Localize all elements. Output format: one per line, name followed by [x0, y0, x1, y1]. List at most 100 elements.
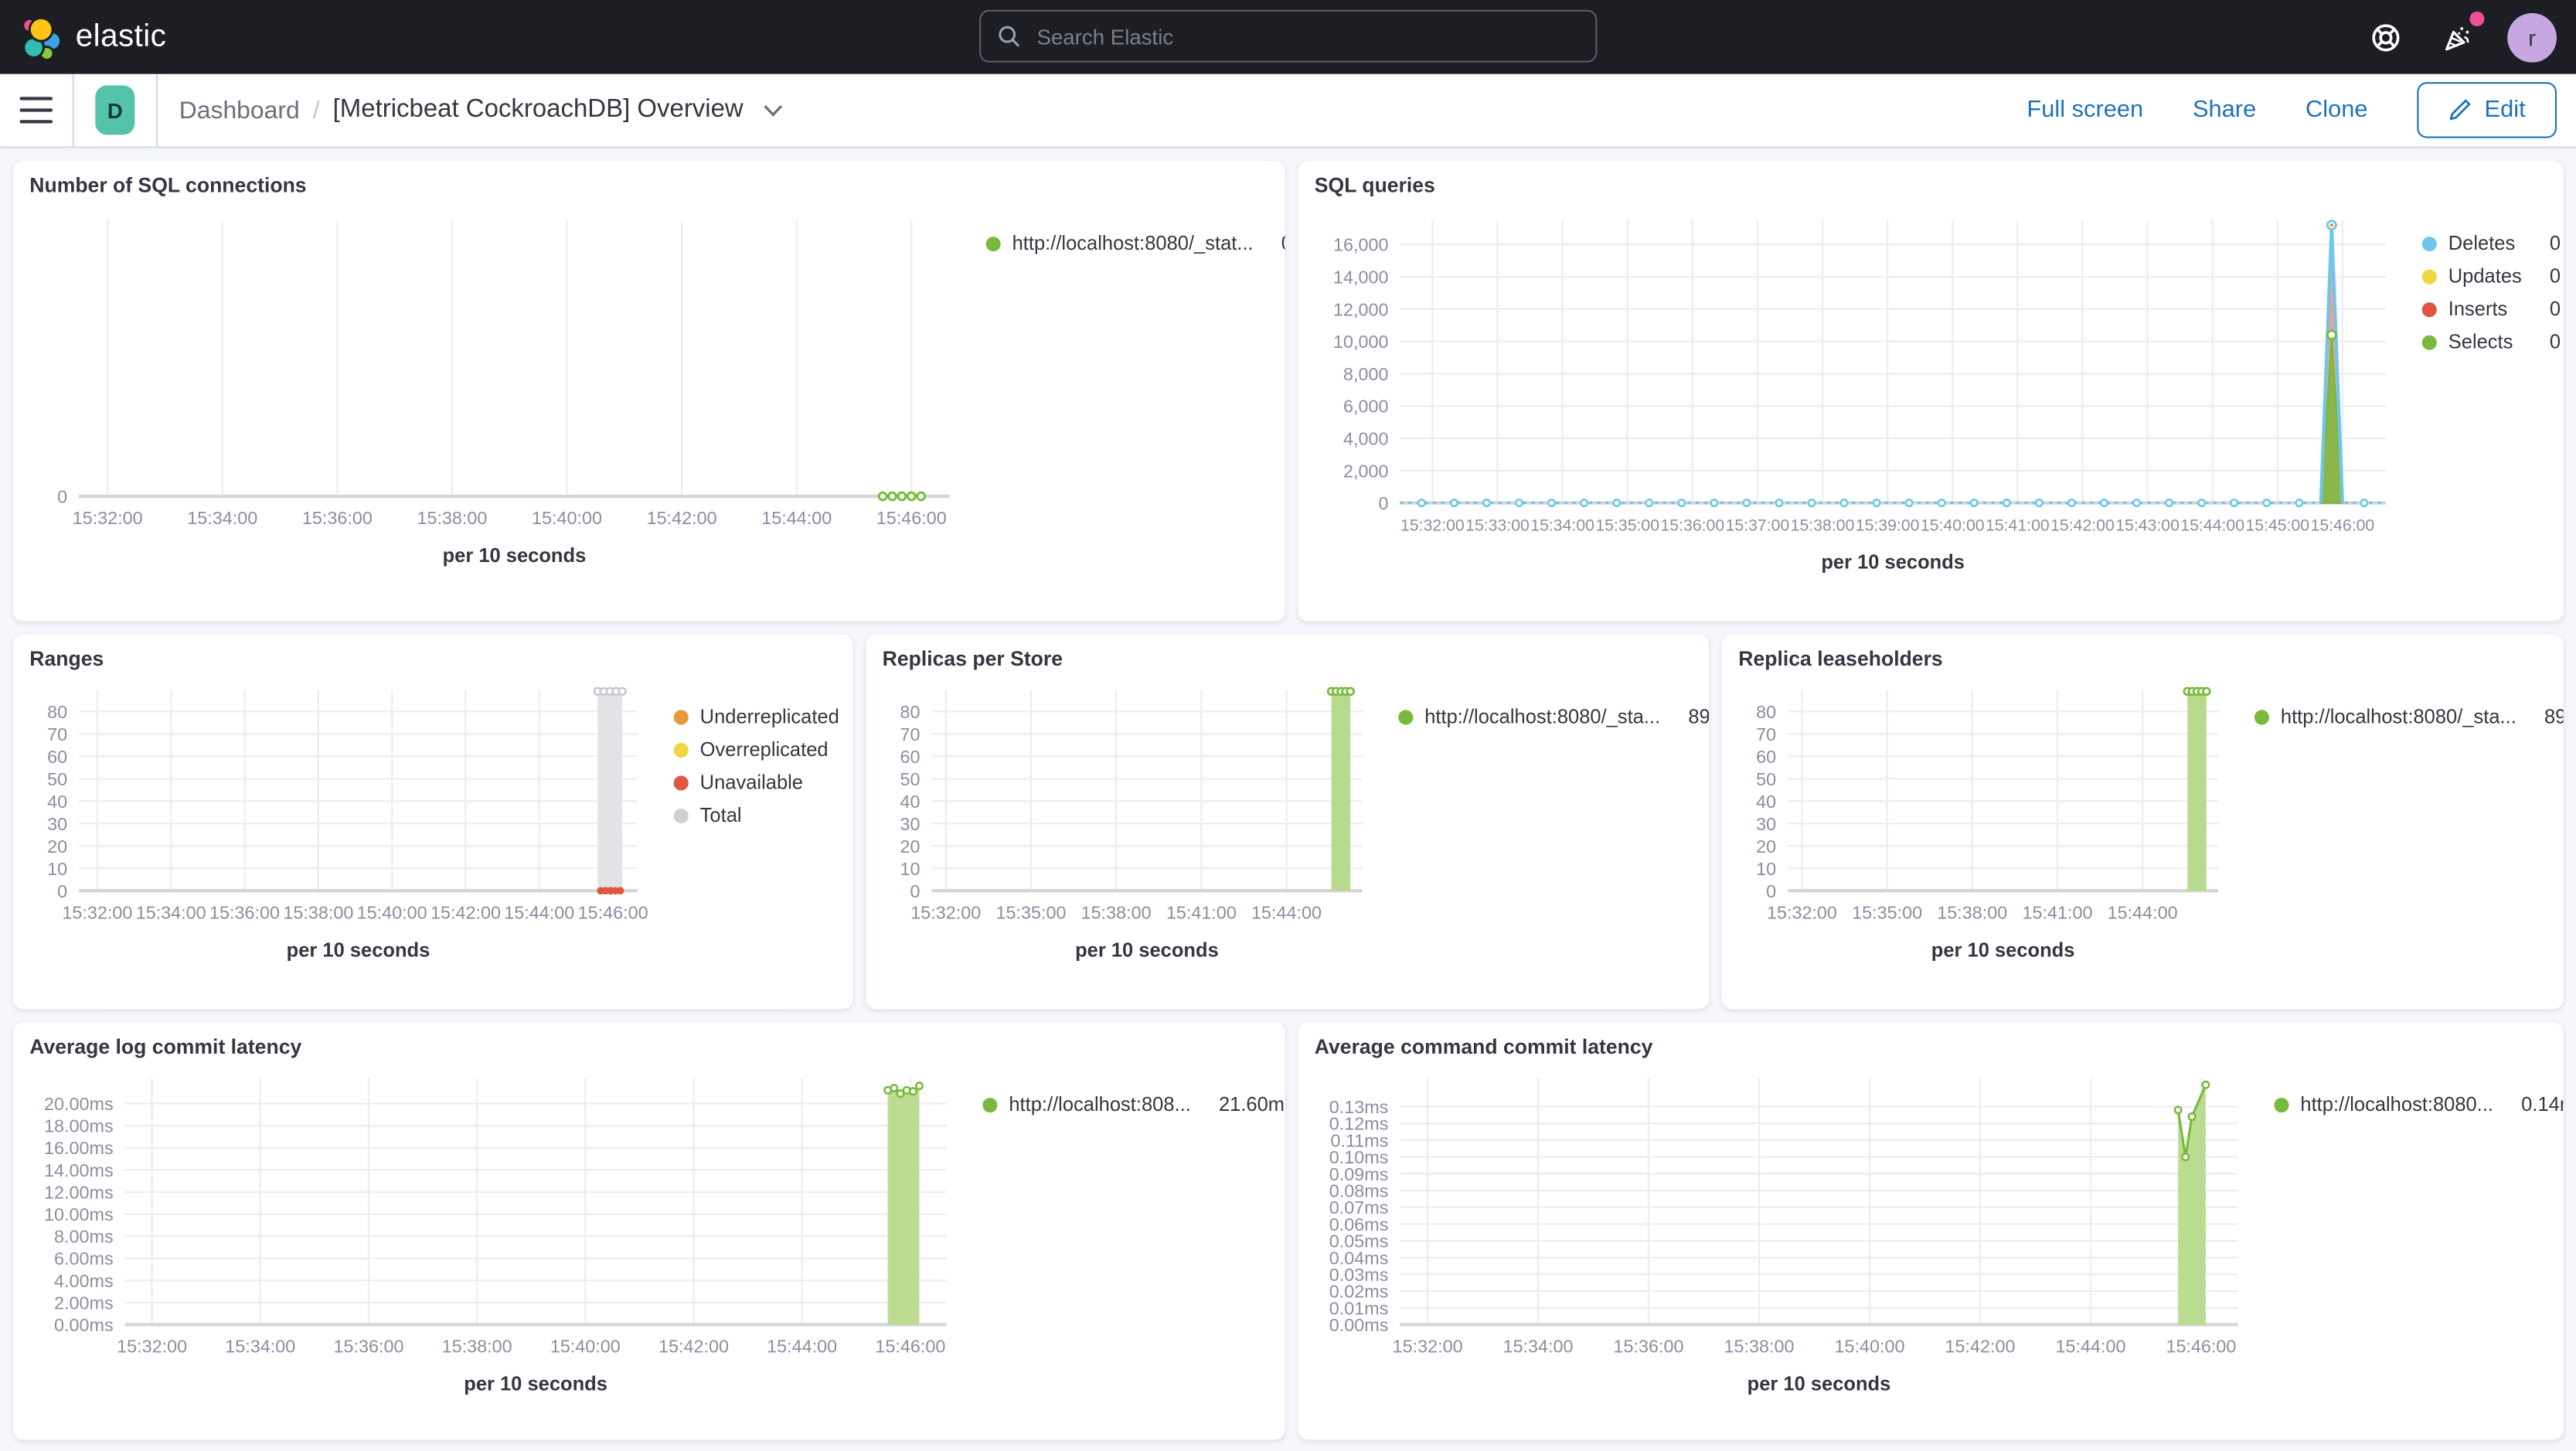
panel-title: Average command commit latency — [1314, 1035, 1653, 1059]
svg-text:15:38:00: 15:38:00 — [1081, 902, 1152, 922]
svg-text:15:38:00: 15:38:00 — [1724, 1337, 1795, 1357]
breadcrumb-dashboard-link[interactable]: Dashboard — [179, 96, 300, 124]
svg-text:2,000: 2,000 — [1343, 461, 1389, 481]
legend-item[interactable]: Selects 0 — [2421, 325, 2561, 359]
svg-text:15:44:00: 15:44:00 — [2108, 902, 2178, 922]
svg-text:14.00ms: 14.00ms — [44, 1160, 114, 1180]
chevron-down-icon[interactable] — [763, 103, 784, 118]
chart-avg-log-commit-latency: 15:32:00 15:34:00 15:36:00 15:38:00 15:40:00… — [29, 1065, 969, 1408]
panel-sql-queries: SQL queries 15:32:00 15:33:00 15:34:00 15:3… — [1298, 161, 2564, 622]
svg-text:15:40:00: 15:40:00 — [357, 902, 427, 922]
panel-title: Replicas per Store — [882, 647, 1063, 671]
svg-text:80: 80 — [47, 702, 67, 722]
panel-title: Ranges — [29, 647, 104, 671]
search-input[interactable] — [1033, 22, 1580, 50]
svg-text:70: 70 — [47, 724, 67, 744]
svg-text:per 10 seconds: per 10 seconds — [1747, 1374, 1891, 1395]
user-avatar[interactable]: r — [2507, 12, 2557, 62]
legend-dot — [2421, 236, 2437, 251]
chart-canvas: 15:32:00 15:34:00 15:36:00 15:38:00 15:40:00… — [47, 686, 648, 961]
legend-item[interactable]: Unavailable 0 — [673, 766, 853, 799]
svg-text:0.08ms: 0.08ms — [1329, 1181, 1389, 1201]
svg-text:80: 80 — [1756, 702, 1776, 722]
svg-text:15:42:00: 15:42:00 — [2050, 516, 2115, 535]
svg-text:15:35:00: 15:35:00 — [1595, 516, 1659, 535]
svg-text:12.00ms: 12.00ms — [44, 1182, 114, 1202]
legend-item[interactable]: http://localhost:8080/_stat... 0 — [985, 227, 1285, 260]
chart-canvas: 15:32:00 15:35:00 15:38:00 15:41:00 15:44:00… — [900, 686, 1363, 961]
chart-legend: http://localhost:8080... 0.14ms — [2274, 1088, 2564, 1408]
help-button[interactable] — [2363, 14, 2409, 60]
legend-item[interactable]: Total 89 — [673, 799, 853, 832]
svg-text:per 10 seconds: per 10 seconds — [464, 1374, 607, 1395]
svg-text:15:39:00: 15:39:00 — [1856, 516, 1920, 535]
search-icon — [997, 25, 1020, 48]
svg-text:15:33:00: 15:33:00 — [1465, 516, 1530, 535]
legend-item[interactable]: http://localhost:8080/_sta... 89 — [2254, 700, 2564, 734]
full-screen-button[interactable]: Full screen — [2026, 97, 2144, 124]
svg-text:15:46:00: 15:46:00 — [876, 508, 947, 528]
legend-item[interactable]: http://localhost:808... 21.60ms — [982, 1088, 1285, 1121]
svg-text:20.00ms: 20.00ms — [44, 1094, 114, 1114]
chart-replica-leaseholders: 15:32:00 15:35:00 15:38:00 15:41:00 15:44:00… — [1738, 677, 2241, 975]
svg-text:15:36:00: 15:36:00 — [1614, 1337, 1684, 1357]
chart-replicas-per-store: 15:32:00 15:35:00 15:38:00 15:41:00 15:44:00… — [883, 677, 1386, 975]
chart-canvas: 15:32:00 15:34:00 15:36:00 15:38:00 15:40:00… — [44, 1078, 947, 1395]
legend-item[interactable]: Deletes 0 — [2421, 227, 2561, 260]
panel-replica-leaseholders: Replica leaseholders 15:32:00 15:35:00 15:… — [1722, 634, 2564, 1010]
svg-text:15:40:00: 15:40:00 — [1835, 1337, 1905, 1357]
dashboard-app-badge[interactable]: D — [95, 85, 135, 135]
chart-canvas: 15:32:00 15:35:00 15:38:00 15:41:00 15:44:00… — [1756, 686, 2219, 961]
legend-item[interactable]: http://localhost:8080... 0.14ms — [2274, 1088, 2564, 1121]
global-search[interactable] — [979, 9, 1598, 63]
svg-text:15:34:00: 15:34:00 — [1503, 1337, 1574, 1357]
dashboard-content: Number of SQL connections 15:32:00 15:34:… — [0, 148, 2576, 1451]
svg-text:10: 10 — [900, 859, 920, 879]
nav-menu-button[interactable] — [19, 97, 53, 124]
dashboard-toolbar: D Dashboard / [Metricbeat CockroachDB] O… — [0, 73, 2576, 148]
svg-text:15:38:00: 15:38:00 — [283, 902, 353, 922]
legend-value: 0 — [850, 738, 853, 761]
legend-value: 0 — [2549, 264, 2561, 288]
svg-text:30: 30 — [900, 814, 920, 834]
svg-text:0.10ms: 0.10ms — [1329, 1147, 1389, 1167]
legend-item[interactable]: Inserts 0 — [2421, 292, 2561, 325]
legend-label: http://localhost:808... — [1009, 1092, 1191, 1116]
legend-item[interactable]: Overreplicated 0 — [673, 733, 853, 766]
chart-legend: http://localhost:8080/_sta... 89 — [1398, 700, 1710, 975]
svg-text:0.05ms: 0.05ms — [1329, 1231, 1389, 1252]
svg-text:0.01ms: 0.01ms — [1329, 1298, 1389, 1318]
page-title: [Metricbeat CockroachDB] Overview — [332, 95, 744, 124]
newsfeed-button[interactable] — [2435, 10, 2485, 60]
svg-text:10: 10 — [47, 859, 67, 879]
edit-button[interactable]: Edit — [2417, 82, 2557, 138]
legend-value: 89 — [2544, 705, 2564, 728]
svg-text:0.07ms: 0.07ms — [1329, 1197, 1389, 1218]
svg-text:15:41:00: 15:41:00 — [2022, 902, 2092, 922]
svg-text:15:32:00: 15:32:00 — [910, 902, 981, 922]
legend-item[interactable]: Updates 0 — [2421, 260, 2561, 293]
legend-dot — [985, 236, 1001, 251]
share-button[interactable]: Share — [2192, 97, 2257, 124]
svg-text:40: 40 — [47, 792, 67, 812]
svg-text:0.00ms: 0.00ms — [54, 1315, 114, 1335]
chart-avg-command-commit-latency: 15:32:00 15:34:00 15:36:00 15:38:00 15:40:00… — [1315, 1065, 2261, 1408]
svg-text:4,000: 4,000 — [1343, 428, 1389, 448]
svg-text:15:32:00: 15:32:00 — [62, 902, 132, 922]
legend-item[interactable]: Underreplicated 0 — [673, 700, 853, 734]
brand-text: elastic — [75, 19, 167, 54]
legend-item[interactable]: http://localhost:8080/_sta... 89 — [1398, 700, 1710, 734]
svg-text:15:32:00: 15:32:00 — [117, 1337, 187, 1357]
legend-value: 89 — [1688, 705, 1710, 728]
legend-dot — [673, 807, 689, 823]
legend-label: http://localhost:8080... — [2300, 1092, 2494, 1116]
svg-text:0.12ms: 0.12ms — [1329, 1114, 1389, 1134]
legend-label: Selects — [2448, 330, 2513, 354]
clone-button[interactable]: Clone — [2305, 97, 2368, 124]
toolbar-actions: Full screen Share Clone Edit — [2026, 82, 2557, 138]
svg-text:10: 10 — [1756, 859, 1776, 879]
svg-text:30: 30 — [1756, 814, 1776, 834]
elastic-logo[interactable]: elastic — [20, 14, 167, 60]
chart-canvas: 15:32:00 15:33:00 15:34:00 15:35:00 15:36:00… — [1333, 220, 2386, 574]
svg-text:20: 20 — [900, 836, 920, 857]
